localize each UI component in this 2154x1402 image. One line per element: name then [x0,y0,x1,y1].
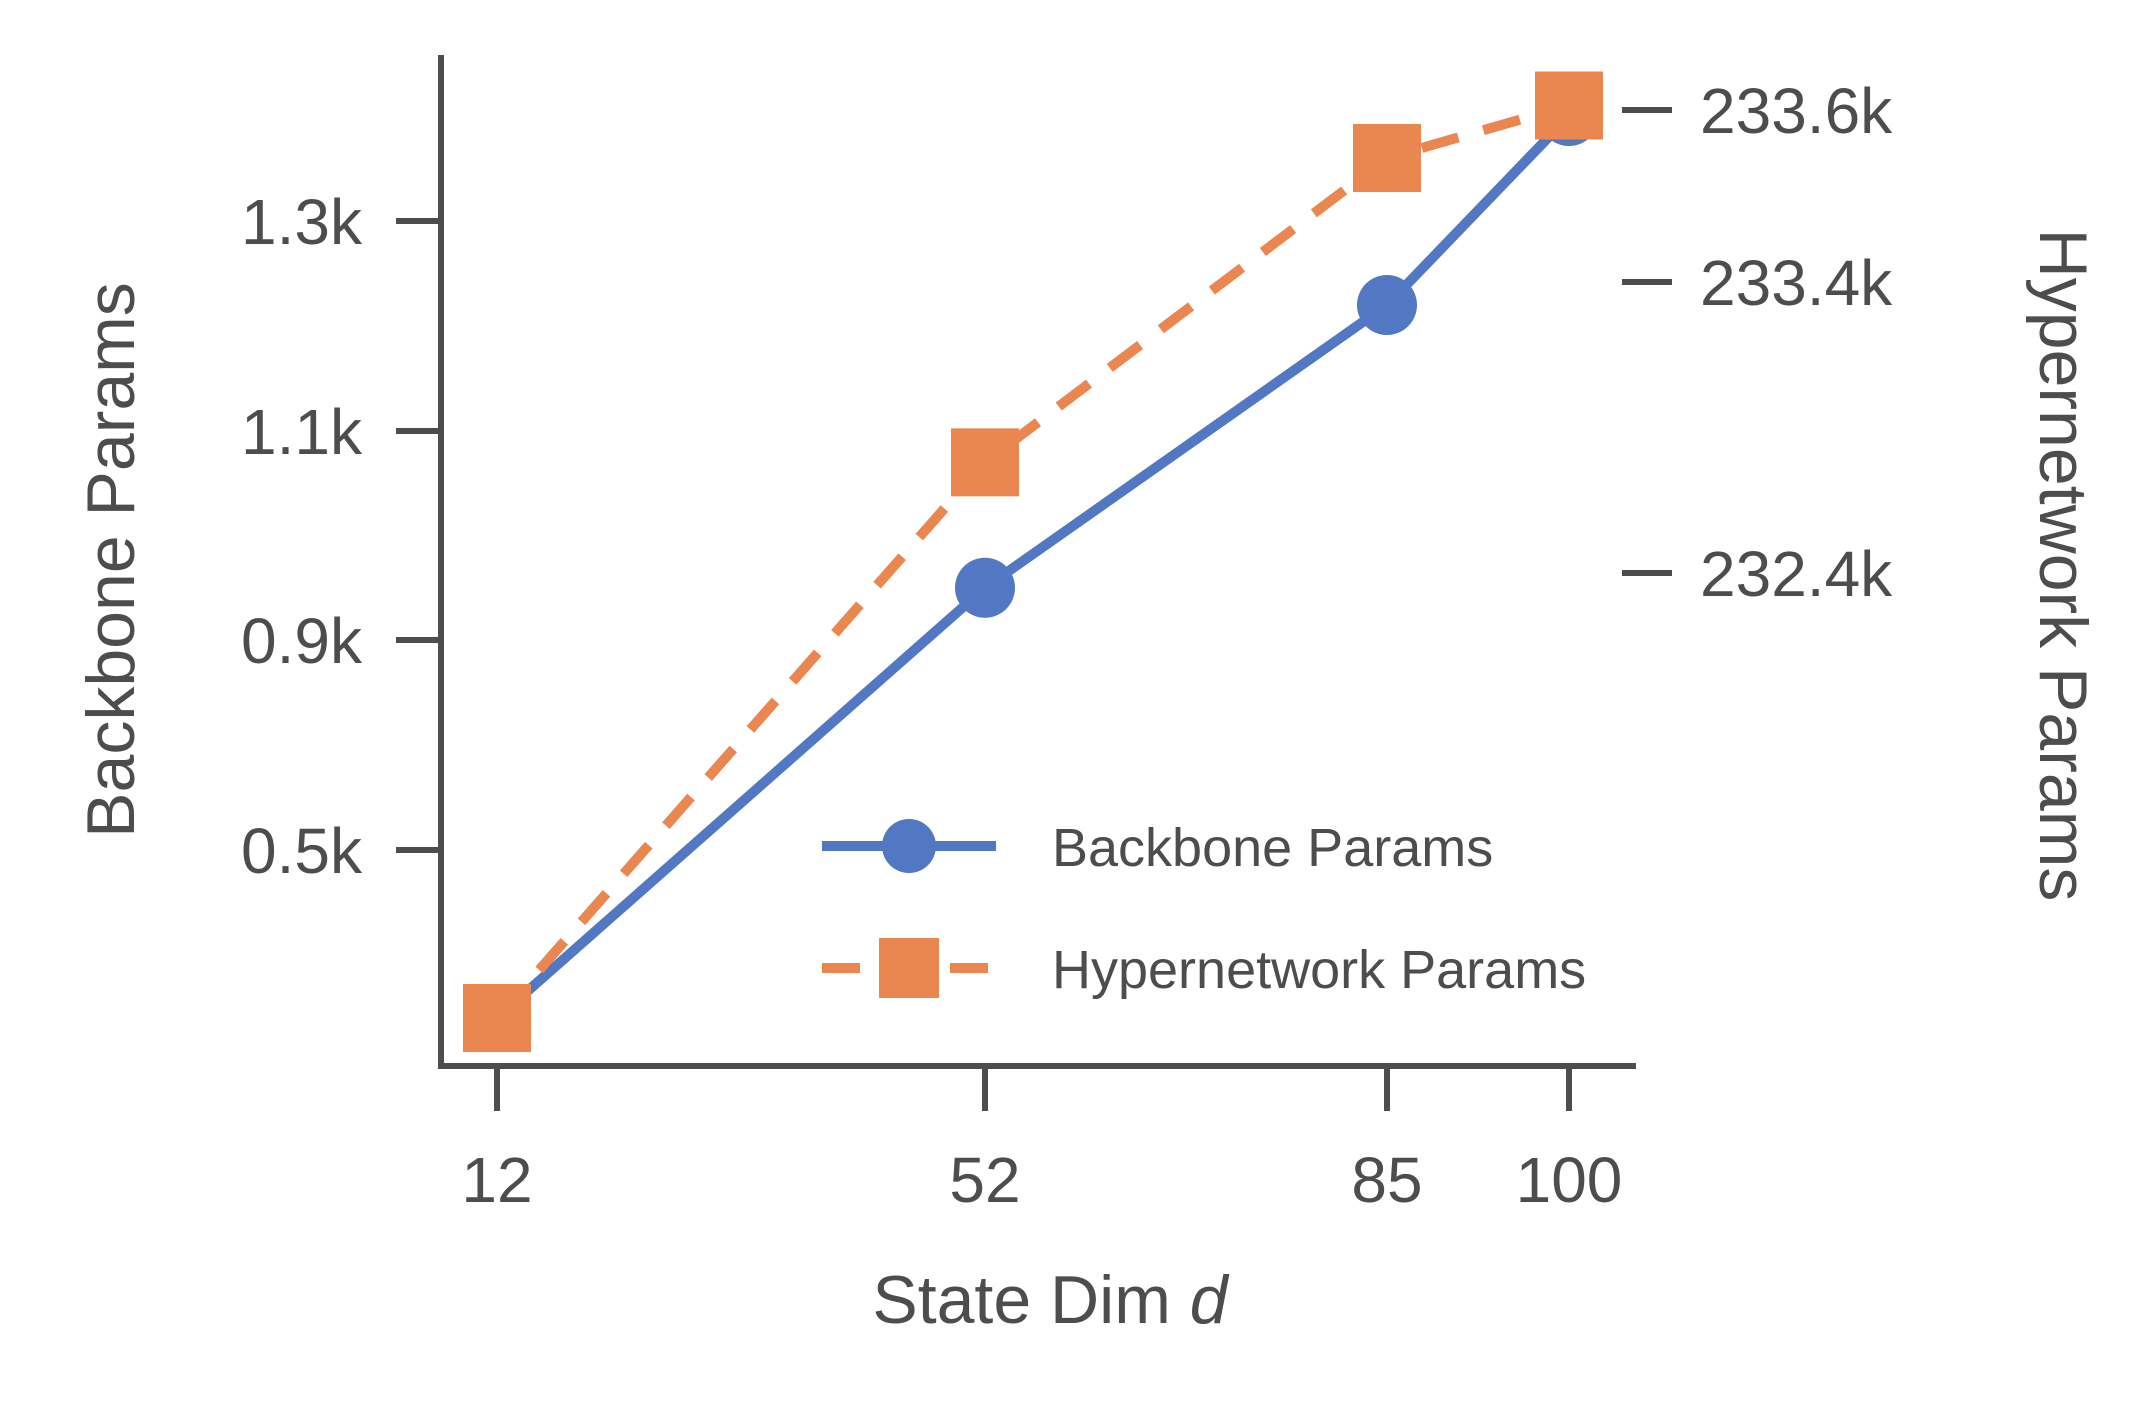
y-ticks-right: 232.4k 233.4k 233.6k [1622,75,1893,610]
x-tick-label-100: 100 [1516,1144,1623,1216]
y-right-tick-label-232.4k: 232.4k [1700,538,1893,610]
y-left-tick-label-0.5k: 0.5k [241,815,363,887]
x-tick-label-12: 12 [461,1144,532,1216]
x-axis-label: State Dim d [872,1262,1229,1338]
hypernetwork-series-line [493,100,1571,1022]
hypernetwork-point-52 [951,428,1019,497]
y-axis-label-right: Hypernetwork Params [2025,229,2101,902]
backbone-series-line [493,112,1573,1022]
x-tick-label-85: 85 [1351,1144,1422,1216]
y-ticks-left: 0.5k 0.9k 1.1k 1.3k [241,186,441,887]
y-left-tick-label-0.9k: 0.9k [241,605,363,677]
x-ticks: 12 52 85 100 [461,1066,1622,1216]
backbone-point-85 [1357,275,1417,335]
legend-hypernetwork-marker [879,938,939,998]
y-right-tick-label-233.6k: 233.6k [1700,75,1893,147]
legend: Backbone Params Hypernetwork Params [822,818,1586,1000]
legend-hypernetwork-label: Hypernetwork Params [1052,940,1586,1000]
x-tick-label-52: 52 [949,1144,1020,1216]
y-left-tick-label-1.1k: 1.1k [241,396,363,468]
y-right-tick-label-233.4k: 233.4k [1700,247,1893,319]
hypernetwork-point-12 [463,984,531,1052]
hypernetwork-point-85 [1353,124,1421,192]
legend-backbone-label: Backbone Params [1052,818,1493,878]
y-axis-label-left: Backbone Params [73,282,149,838]
backbone-point-52 [955,557,1015,618]
hypernetwork-point-100 [1535,71,1603,140]
series-markers [463,71,1603,1052]
y-left-tick-label-1.3k: 1.3k [241,186,363,258]
legend-backbone-marker [882,819,936,873]
